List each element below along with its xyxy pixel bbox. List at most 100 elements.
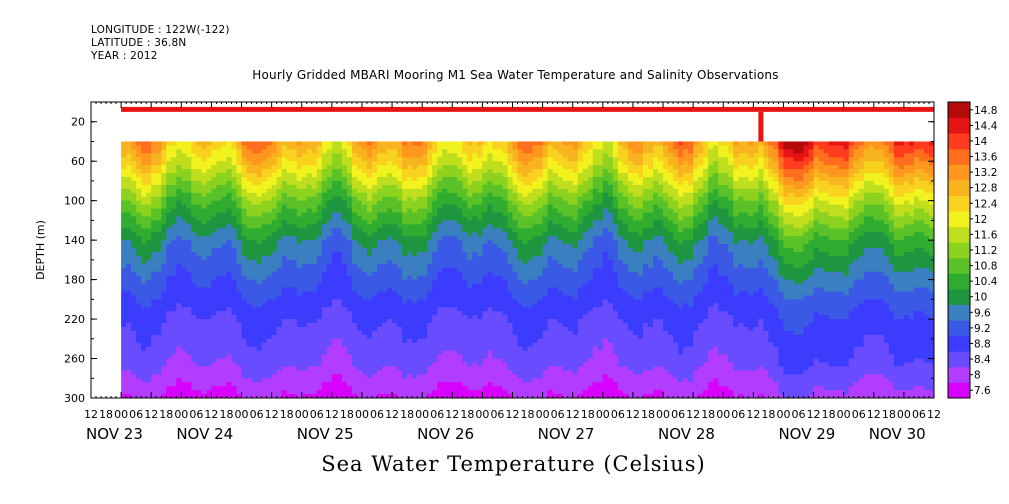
temperature-cell [191,307,197,312]
temperature-cell [146,220,152,225]
temperature-cell [467,394,473,398]
temperature-cell [321,307,328,312]
temperature-cell [427,307,433,312]
temperature-cell [417,354,423,360]
temperature-cell [417,180,423,186]
temperature-cell [176,240,182,245]
temperature-cell [452,173,458,178]
temperature-cell [211,161,218,166]
temperature-cell [296,216,303,221]
temperature-cell [241,346,248,352]
temperature-cell [437,248,443,253]
temperature-cell [316,338,323,344]
temperature-cell [472,283,478,289]
temperature-cell [331,370,338,375]
temperature-cell [146,342,152,348]
temperature-cell [492,228,499,233]
temperature-cell [206,157,213,162]
temperature-cell [271,350,278,356]
temperature-cell [392,173,398,178]
temperature-cell [442,244,448,249]
temperature-cell [311,212,318,218]
temperature-cell [392,271,398,277]
temperature-cell [477,295,483,300]
temperature-cell [427,319,433,324]
temperature-cell [487,326,494,332]
temperature-cell [301,299,308,304]
temperature-cell [216,275,223,281]
temperature-cell [271,180,278,186]
temperature-cell [432,378,438,383]
temperature-cell [356,216,363,221]
temperature-cell [346,303,353,308]
temperature-cell [151,232,157,237]
temperature-cell [156,334,162,340]
temperature-cell [346,291,353,296]
temperature-cell [412,295,418,300]
temperature-cell [281,386,288,391]
temperature-cell [256,366,263,371]
temperature-cell [236,386,243,391]
temperature-cell [271,192,278,198]
temperature-cell [291,303,298,308]
temperature-cell [387,232,393,237]
temperature-cell [146,157,152,162]
temperature-cell [296,394,303,398]
temperature-cell [417,315,423,320]
temperature-cell [301,311,308,316]
temperature-cell [141,334,147,340]
temperature-cell [236,295,243,300]
temperature-cell [146,390,152,395]
temperature-cell [186,263,192,269]
temperature-cell [316,259,323,265]
temperature-cell [271,141,278,147]
temperature-cell [326,279,333,285]
temperature-cell [417,236,423,241]
temperature-cell [256,271,263,277]
temperature-cell [171,196,177,202]
temperature-cell [361,220,368,225]
temperature-cell [432,232,438,237]
temperature-cell [311,323,318,328]
temperature-cell [131,374,137,379]
temperature-cell [356,212,363,218]
temperature-cell [256,350,263,356]
temperature-cell [266,267,273,273]
temperature-cell [211,157,218,162]
temperature-cell [286,279,293,285]
temperature-cell [316,374,323,379]
temperature-cell [196,224,202,229]
temperature-cell [351,382,358,387]
temperature-cell [457,334,463,340]
temperature-cell [136,299,142,304]
temperature-cell [271,267,278,273]
temperature-cell [251,311,258,316]
temperature-cell [136,240,142,245]
temperature-cell [457,279,463,285]
temperature-cell [146,382,152,387]
temperature-cell [146,303,152,308]
temperature-cell [422,342,428,348]
temperature-cell [176,311,182,316]
temperature-cell [336,326,343,332]
temperature-cell [191,169,197,174]
temperature-cell [447,141,453,147]
temperature-cell [356,334,363,340]
temperature-cell [156,176,162,182]
temperature-cell [181,208,187,214]
temperature-cell [246,157,253,162]
temperature-cell [467,342,473,348]
temperature-cell [211,149,218,154]
temperature-cell [402,236,408,241]
temperature-cell [201,366,208,371]
temperature-cell [261,248,268,253]
temperature-cell [361,303,368,308]
temperature-cell [341,354,348,360]
temperature-cell [286,358,293,364]
temperature-cell [336,192,343,198]
temperature-cell [156,161,162,166]
temperature-cell [326,307,333,312]
temperature-cell [171,173,177,178]
temperature-cell [206,358,213,364]
temperature-cell [442,180,448,186]
